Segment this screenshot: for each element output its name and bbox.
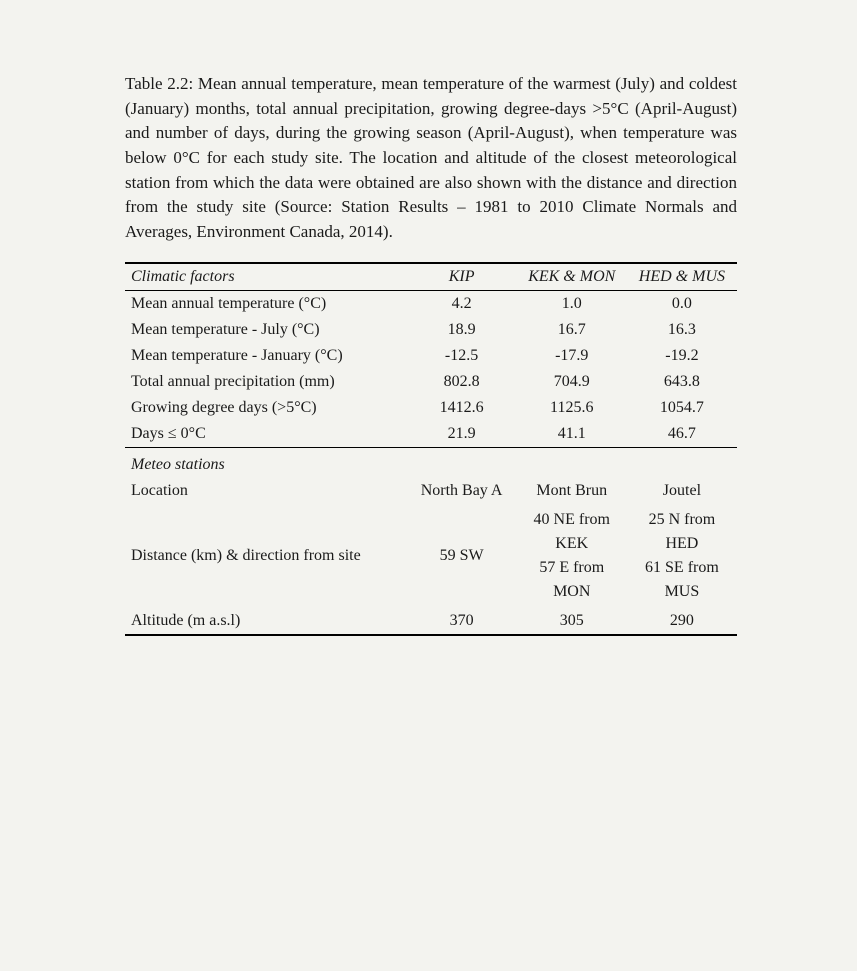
cell: 59 SW [407,504,517,608]
climate-table: Climatic factors KIP KEK & MON HED & MUS… [125,262,737,636]
cell: -19.2 [627,343,737,369]
table-row: Mean temperature - January (°C) -12.5 -1… [125,343,737,369]
row-label: Days ≤ 0°C [125,421,407,448]
page: Table 2.2: Mean annual temperature, mean… [0,0,857,971]
cell: 704.9 [517,369,627,395]
cell: 46.7 [627,421,737,448]
cell: Joutel [627,478,737,504]
cell: 21.9 [407,421,517,448]
cell: 305 [517,608,627,635]
cell [517,448,627,479]
cell-line: 25 N from HED [649,511,716,552]
row-label: Distance (km) & direction from site [125,504,407,608]
cell: 4.2 [407,291,517,318]
table-row: Days ≤ 0°C 21.9 41.1 46.7 [125,421,737,448]
row-label: Growing degree days (>5°C) [125,395,407,421]
table-caption: Table 2.2: Mean annual temperature, mean… [125,72,737,244]
cell [407,448,517,479]
row-label: Total annual precipitation (mm) [125,369,407,395]
cell-line: 57 E from MON [539,559,604,600]
row-label: Mean annual temperature (°C) [125,291,407,318]
row-label: Mean temperature - January (°C) [125,343,407,369]
meteo-heading-row: Meteo stations [125,448,737,479]
cell: 1.0 [517,291,627,318]
cell: Mont Brun [517,478,627,504]
cell: 25 N from HED 61 SE from MUS [627,504,737,608]
row-label: Location [125,478,407,504]
cell: 40 NE from KEK 57 E from MON [517,504,627,608]
table-row: Altitude (m a.s.l) 370 305 290 [125,608,737,635]
cell: 1054.7 [627,395,737,421]
header-col1: KIP [407,263,517,291]
row-label: Altitude (m a.s.l) [125,608,407,635]
table-row: Mean annual temperature (°C) 4.2 1.0 0.0 [125,291,737,318]
table-row: Total annual precipitation (mm) 802.8 70… [125,369,737,395]
cell-line: 40 NE from KEK [534,511,610,552]
cell: 643.8 [627,369,737,395]
header-col2: KEK & MON [517,263,627,291]
cell: 41.1 [517,421,627,448]
cell: 0.0 [627,291,737,318]
table-row: Location North Bay A Mont Brun Joutel [125,478,737,504]
cell: 18.9 [407,317,517,343]
cell: 802.8 [407,369,517,395]
cell [627,448,737,479]
cell-line: 61 SE from MUS [645,559,719,600]
table-row: Distance (km) & direction from site 59 S… [125,504,737,608]
cell: 1125.6 [517,395,627,421]
cell: -17.9 [517,343,627,369]
header-factors: Climatic factors [125,263,407,291]
table-row: Growing degree days (>5°C) 1412.6 1125.6… [125,395,737,421]
cell: 16.7 [517,317,627,343]
meteo-heading: Meteo stations [125,448,407,479]
table-row: Mean temperature - July (°C) 18.9 16.7 1… [125,317,737,343]
cell: North Bay A [407,478,517,504]
cell: 290 [627,608,737,635]
cell: -12.5 [407,343,517,369]
cell: 16.3 [627,317,737,343]
cell: 1412.6 [407,395,517,421]
header-col3: HED & MUS [627,263,737,291]
table-header-row: Climatic factors KIP KEK & MON HED & MUS [125,263,737,291]
cell: 370 [407,608,517,635]
row-label: Mean temperature - July (°C) [125,317,407,343]
